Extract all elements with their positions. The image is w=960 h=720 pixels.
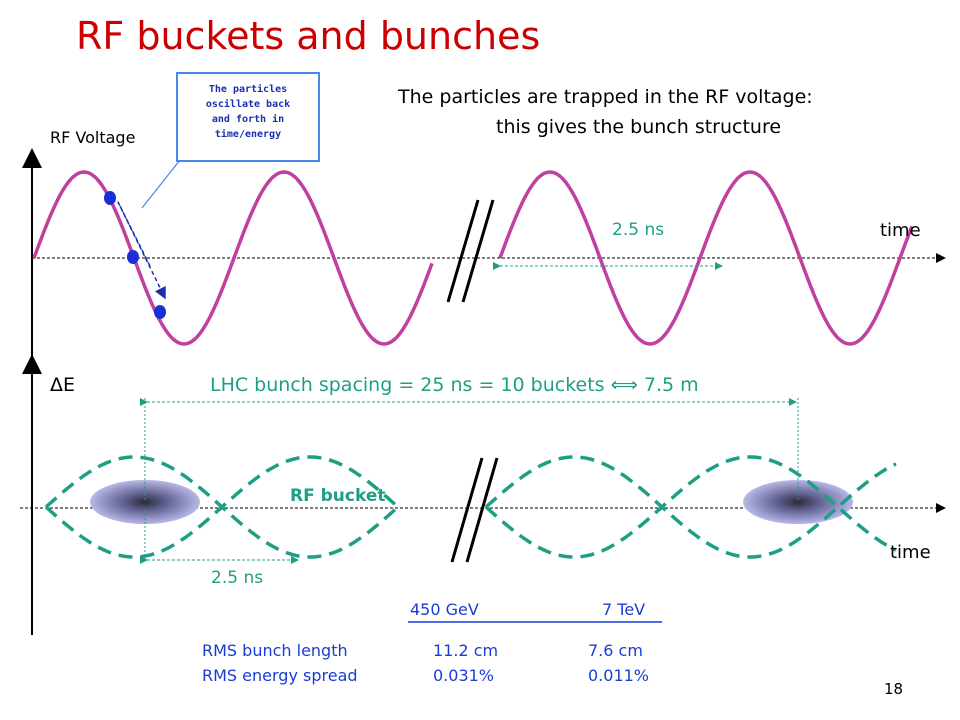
slide-title: RF buckets and bunches	[76, 14, 541, 58]
lower-period-label: 2.5 ns	[211, 568, 264, 588]
row-energy-spread-label: RMS energy spread	[202, 666, 358, 685]
delta-e-label: ΔE	[50, 374, 76, 396]
bunch-left	[90, 480, 200, 524]
oscillation-arrow	[117, 201, 166, 300]
table-header-450gev: 450 GeV	[410, 600, 479, 619]
headline-line-2: this gives the bunch structure	[496, 116, 782, 138]
oscillation-arrow-back	[117, 201, 151, 267]
particle-dot-3	[154, 305, 166, 319]
rf-bucket-label: RF bucket	[290, 486, 386, 506]
bunch-spacing-label: LHC bunch spacing = 25 ns = 10 buckets ⟺…	[210, 374, 699, 396]
row-bunch-length-7tev: 7.6 cm	[588, 641, 643, 660]
lower-time-label: time	[890, 542, 931, 563]
particle-dot-1	[104, 191, 116, 205]
row-bunch-length-label: RMS bunch length	[202, 641, 348, 660]
bunch-right	[743, 480, 853, 524]
upper-period-label: 2.5 ns	[612, 220, 665, 240]
oscillation-callout: The particles oscillate back and forth i…	[176, 72, 320, 162]
row-energy-spread-7tev: 0.011%	[588, 666, 650, 685]
upper-time-label: time	[880, 220, 921, 241]
callout-pointer	[141, 159, 181, 209]
page-number: 18	[884, 680, 904, 698]
upper-break-mark-1	[446, 199, 480, 303]
lower-break-mark-1	[450, 457, 484, 563]
table-header-7tev: 7 TeV	[602, 600, 646, 619]
rf-voltage-label: RF Voltage	[50, 128, 136, 147]
particle-dot-2	[127, 250, 139, 264]
lower-break-mark-2	[465, 457, 499, 563]
headline-line-1: The particles are trapped in the RF volt…	[398, 86, 813, 108]
row-bunch-length-450: 11.2 cm	[433, 641, 499, 660]
rf-voltage-wave-left	[32, 170, 434, 346]
row-energy-spread-450: 0.031%	[433, 666, 495, 685]
rf-bucket-separatrix-lower	[44, 504, 897, 559]
rf-voltage-wave-right	[498, 170, 914, 346]
upper-break-mark-2	[461, 199, 495, 303]
